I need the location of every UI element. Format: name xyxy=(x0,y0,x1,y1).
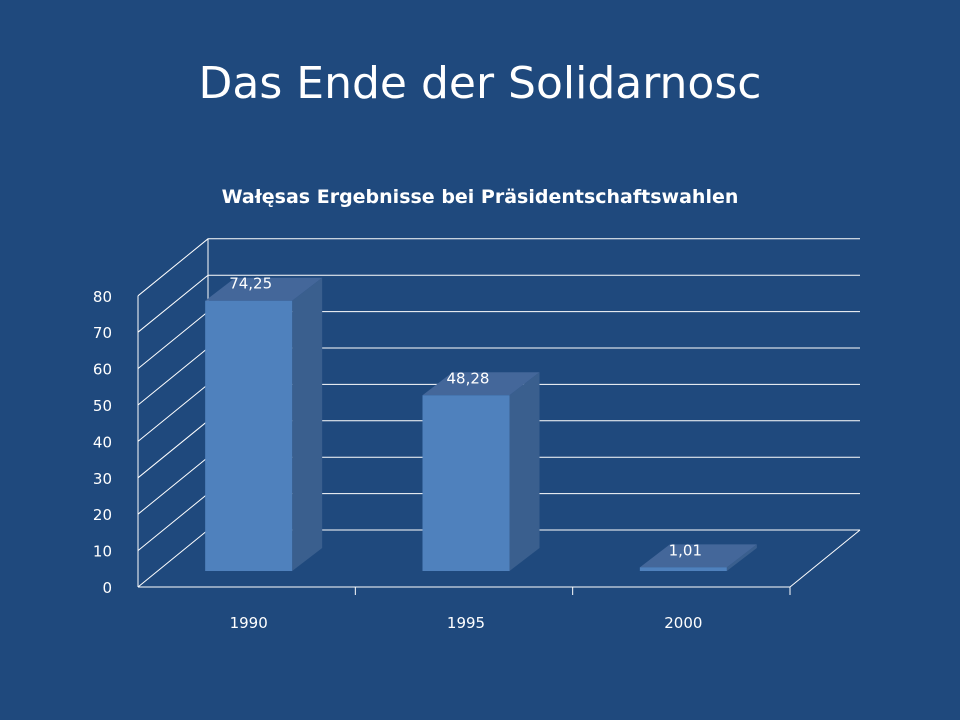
bar-top xyxy=(422,372,540,396)
x-tick-label: 2000 xyxy=(664,614,702,632)
chart-title: Wałęsas Ergebnisse bei Präsidentschaftsw… xyxy=(222,186,739,208)
y-tick-label: 80 xyxy=(93,288,112,306)
data-label: 48,28 xyxy=(447,369,490,387)
x-tick-label: 1990 xyxy=(230,614,268,632)
bar-side xyxy=(292,277,323,571)
x-axis: 1990 1995 2000 xyxy=(230,587,791,632)
bar-top xyxy=(639,544,757,568)
data-label: 1,01 xyxy=(669,541,702,559)
y-tick-label: 50 xyxy=(93,397,112,415)
bar-front xyxy=(639,567,727,571)
bar-side xyxy=(726,544,757,571)
data-labels: 74,25 48,28 1,01 xyxy=(229,275,702,560)
bar-top xyxy=(205,277,323,301)
x-tick-label: 1995 xyxy=(447,614,485,632)
y-tick-label: 30 xyxy=(93,470,112,488)
bar-front xyxy=(205,300,293,571)
data-label: 74,25 xyxy=(229,275,272,293)
y-tick-label: 0 xyxy=(102,579,112,597)
bar xyxy=(422,372,540,571)
bar xyxy=(639,544,757,571)
bar-side xyxy=(509,372,540,571)
floor-edge xyxy=(789,529,861,588)
y-tick-label: 70 xyxy=(93,324,112,342)
slide-title: Das Ende der Solidarnosc xyxy=(198,58,762,109)
y-tick-label: 40 xyxy=(93,433,112,451)
y-tick-label: 20 xyxy=(93,506,112,524)
y-axis-ticks: 0 10 20 30 40 50 60 70 80 xyxy=(93,288,112,597)
bar-front xyxy=(422,395,510,571)
y-tick-label: 10 xyxy=(93,543,112,561)
bar xyxy=(205,277,323,571)
y-tick-label: 60 xyxy=(93,361,112,379)
bars xyxy=(205,277,757,571)
